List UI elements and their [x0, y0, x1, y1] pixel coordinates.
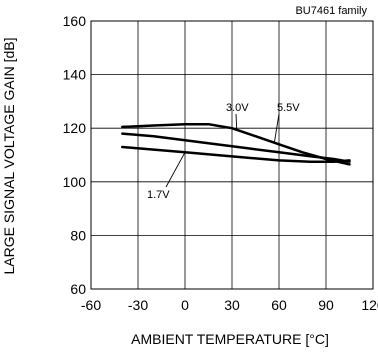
y-tick-label: 100	[63, 174, 87, 190]
leader-3.0v	[235, 113, 238, 130]
series-line-1.7v	[121, 145, 351, 163]
x-tick-label: 0	[181, 297, 189, 313]
x-tick-labels: -60 -30 0 30 60 90 120	[81, 297, 378, 313]
y-tick-label: 140	[63, 67, 87, 83]
series-line-3.0v	[121, 132, 351, 163]
grid	[91, 21, 373, 289]
x-tick-label: 60	[271, 297, 287, 313]
series-label-3.0v: 3.0V	[226, 102, 249, 114]
annotation-leaders	[165, 113, 280, 188]
x-tick-label: 30	[224, 297, 240, 313]
series-label-5.5v: 5.5V	[277, 102, 300, 114]
y-tick-label: 160	[63, 13, 87, 29]
x-tick-label: -60	[81, 297, 101, 313]
series-label-1.7v: 1.7V	[147, 189, 170, 201]
x-tick-label: -30	[128, 297, 148, 313]
x-tick-label: 120	[361, 297, 378, 313]
x-axis-title: AMBIENT TEMPERATURE [°C]	[131, 331, 329, 347]
series-lines	[121, 122, 351, 166]
leader-5.5v	[273, 113, 280, 144]
y-tick-label: 120	[63, 120, 87, 136]
family-annotation: BU7461 family	[295, 5, 367, 17]
plot-frame	[90, 20, 374, 290]
y-tick-label: 80	[70, 227, 86, 243]
y-tick-labels: 60 80 100 120 140 160	[63, 13, 87, 297]
leader-1.7v	[165, 152, 186, 188]
x-tick-label: 90	[318, 297, 334, 313]
y-tick-label: 60	[70, 281, 86, 297]
y-axis-title: LARGE SIGNAL VOLTAGE GAIN [dB]	[1, 37, 17, 274]
